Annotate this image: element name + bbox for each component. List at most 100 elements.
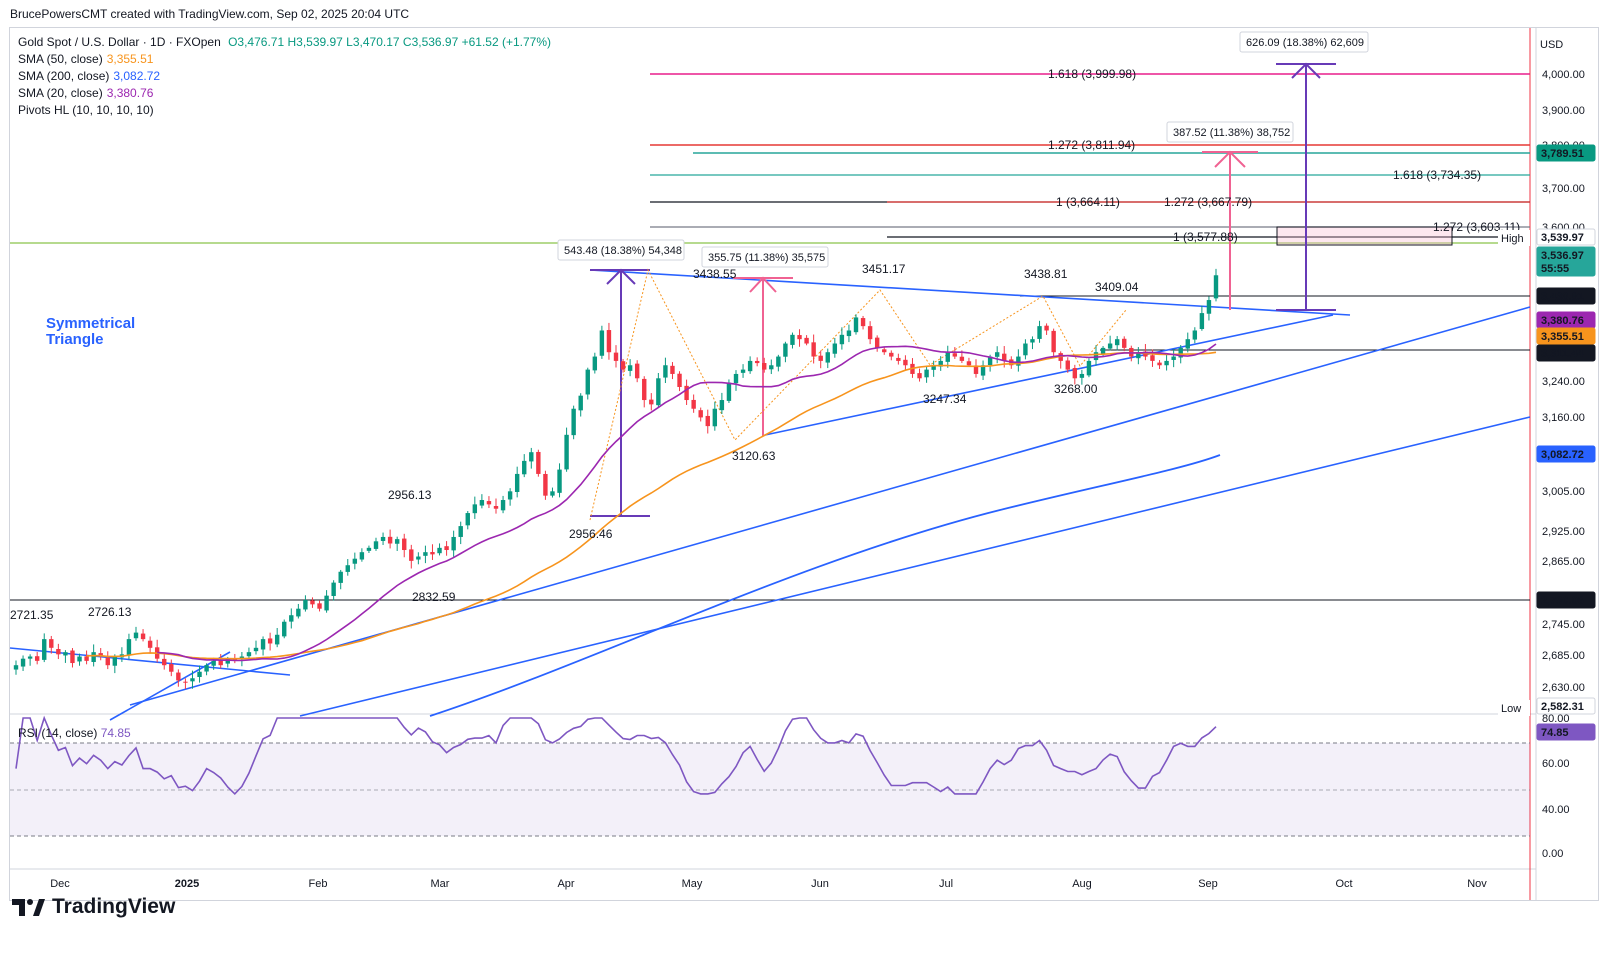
candle-body [162, 658, 167, 666]
candle-body [27, 656, 33, 659]
time-tick-label: May [682, 878, 703, 890]
time-tick-label: Oct [1335, 878, 1352, 890]
price-tag-bg [1536, 144, 1596, 162]
candle-body [331, 582, 336, 596]
candle-body [896, 357, 901, 361]
pivot-label: 2721.35 [10, 608, 54, 622]
candle-body [691, 399, 696, 409]
candle-body [282, 621, 287, 637]
candle-body [303, 600, 308, 610]
price-tag-bg [1536, 591, 1596, 609]
candle-body [77, 656, 82, 662]
candle-body [310, 600, 315, 605]
candle-body [853, 317, 859, 333]
candle-body [733, 373, 739, 384]
candle-body [98, 653, 103, 657]
currency-label[interactable]: USD [1540, 39, 1563, 51]
candle-body [578, 395, 583, 411]
channel-line-1 [129, 306, 1531, 706]
ohlc-values: O3,476.71 H3,539.97 L3,470.17 C3,536.97 … [228, 35, 552, 49]
time-tick-label: Jul [939, 878, 953, 890]
price-tick-label: 3,900.00 [1542, 105, 1585, 117]
low-tag-bg [1498, 700, 1530, 716]
candle-body [458, 526, 463, 537]
candle-body [437, 547, 442, 554]
candle-body [423, 552, 428, 556]
symbol-title[interactable]: Gold Spot / U.S. Dollar · 1D · FXOpen [18, 35, 221, 49]
legend-pivots[interactable]: Pivots HL (10, 10, 10, 10) [18, 103, 154, 117]
candle-body [599, 330, 605, 356]
pivot-zigzag [589, 268, 1127, 521]
candle-body [867, 326, 873, 340]
candle-body [366, 547, 372, 551]
chart-frame [9, 27, 1599, 901]
candle-body [345, 565, 350, 572]
candle-body [387, 536, 393, 544]
fib-label-1618-teal: 1.618 (3,734.35) [1393, 168, 1481, 182]
candle-body [211, 660, 216, 666]
legend: Gold Spot / U.S. Dollar · 1D · FXOpen O3… [18, 34, 551, 119]
candle-body [1072, 368, 1078, 379]
time-axis-ticks[interactable]: Dec 2025 Feb Mar Apr May Jun Jul Aug Sep Oct Nov [50, 878, 1487, 890]
price-tick-label: 4,000.00 [1542, 69, 1585, 81]
candle-body [832, 343, 838, 354]
low-tag: Low [1501, 703, 1521, 715]
measure-box-3 [1166, 121, 1294, 143]
candle-body [394, 539, 400, 544]
candle-body [790, 334, 795, 345]
target-zone-box [1276, 226, 1453, 246]
candle-body [903, 359, 908, 366]
fib-label-1618-upper: 1.618 (3,999.98) [1048, 67, 1136, 81]
candle-body [1164, 360, 1169, 366]
rsi-axis-ticks: 80.00 60.00 40.00 0.00 [1542, 713, 1570, 860]
candle-body [924, 369, 929, 378]
candle-body [63, 652, 68, 656]
candle-body [550, 491, 555, 496]
candle-body [663, 365, 668, 378]
candle-body [472, 504, 478, 514]
candle-body [204, 665, 209, 672]
candle-body [1051, 330, 1056, 353]
measure-box-4 [1239, 31, 1369, 53]
candle-body [769, 365, 774, 370]
candle-body [606, 330, 612, 353]
candle-body [1044, 325, 1049, 331]
candle-body [818, 355, 823, 361]
price-tag-bg [1536, 344, 1596, 362]
legend-sma20[interactable]: SMA (20, close) 3,380.76 [18, 86, 154, 100]
price-tick-label: 2,865.00 [1542, 556, 1585, 568]
candle-body [656, 378, 661, 406]
candle-body [585, 369, 590, 395]
candle-body [176, 672, 181, 681]
candle-body [274, 634, 280, 645]
price-tag: 3,539.97 [1541, 232, 1584, 244]
brand-logo: TradingView [12, 895, 175, 919]
rsi-legend[interactable]: RSI (14, close) 74.85 [18, 726, 131, 740]
candle-body [514, 473, 520, 492]
candle-body [740, 369, 746, 373]
candle-body [267, 638, 273, 644]
candle-body [1065, 360, 1070, 370]
price-tag: 3,380.76 [1541, 315, 1584, 327]
candle-body [1100, 347, 1106, 354]
candle-body [677, 373, 682, 387]
legend-sma200[interactable]: SMA (200, close) 3,082.72 [18, 69, 161, 83]
candle-body [296, 608, 301, 617]
fib-label-1-upper: 1 (3,664.11) [1056, 195, 1120, 209]
candle-body [980, 365, 986, 376]
price-tick-label: 3,160.00 [1542, 412, 1585, 424]
candle-body [536, 451, 541, 474]
rsi-tick-label: 60.00 [1542, 758, 1570, 770]
chart-credit: BrucePowersCMT created with TradingView.… [10, 7, 410, 21]
candle-body [140, 633, 146, 640]
sma200-line [429, 454, 1221, 717]
candle-body [642, 378, 647, 401]
legend-sma50[interactable]: SMA (50, close) 3,355.51 [18, 52, 154, 66]
candle-body [1206, 300, 1212, 314]
candle-body [147, 640, 153, 648]
candle-body [190, 678, 195, 682]
candle-body [797, 335, 802, 340]
candle-body [49, 639, 54, 648]
